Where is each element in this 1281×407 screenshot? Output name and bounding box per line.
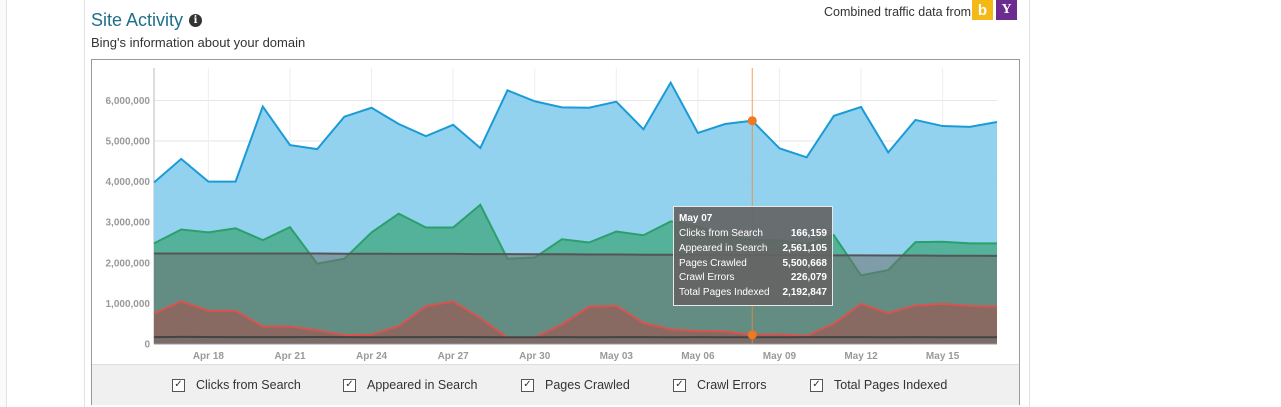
pages-crawled-line: [153, 80, 998, 184]
x-tick-label: Apr 30: [519, 351, 551, 362]
chart-svg: 0 1,000,000 2,000,000 3,000,000 4,000,000 5,0…: [106, 68, 998, 362]
yahoo-logo-icon: Y: [996, 0, 1017, 20]
page-subtitle: Bing's information about your domain: [91, 35, 306, 50]
y-tick-label: 2,000,000: [106, 258, 151, 269]
y-tick-label: 0: [144, 340, 150, 351]
legend-label: Total Pages Indexed: [834, 378, 948, 392]
tooltip-label: Total Pages Indexed: [679, 287, 770, 299]
legend-clicks-from-search[interactable]: ✓ Clicks from Search: [172, 378, 301, 392]
tooltip-row: Total Pages Indexed 2,192,847: [679, 286, 827, 301]
x-tick-label: Apr 24: [356, 351, 388, 362]
x-tick-label: May 03: [600, 351, 634, 362]
title-row: Site Activity i: [91, 10, 203, 31]
tooltip-value: 5,500,668: [782, 257, 828, 269]
left-rail: [0, 0, 7, 407]
panel-border-right: [1029, 0, 1030, 407]
y-tick-label: 3,000,000: [106, 218, 151, 229]
tooltip-value: 2,561,105: [782, 242, 828, 254]
x-tick-label: May 06: [681, 351, 715, 362]
panel-border-left: [84, 0, 85, 407]
legend-label: Appeared in Search: [367, 378, 478, 392]
tooltip-label: Clicks from Search: [679, 228, 763, 239]
legend-crawl-errors[interactable]: ✓ Crawl Errors: [673, 378, 766, 392]
x-tick-label: May 15: [926, 351, 960, 362]
tooltip-label: Appeared in Search: [679, 242, 768, 254]
x-tick-label: Apr 18: [193, 351, 225, 362]
x-tick-label: Apr 21: [274, 351, 306, 362]
legend-total-pages-indexed[interactable]: ✓ Total Pages Indexed: [810, 378, 947, 392]
legend-checkbox[interactable]: ✓: [343, 378, 356, 392]
legend-checkbox[interactable]: ✓: [521, 378, 534, 392]
x-tick-label: May 12: [844, 351, 878, 362]
tooltip-row: Clicks from Search 166,159: [679, 227, 827, 242]
tooltip-row: Appeared in Search 2,561,105: [679, 242, 827, 257]
tooltip-value: 226,079: [790, 272, 827, 284]
info-icon[interactable]: i: [189, 14, 203, 27]
y-tick-label: 6,000,000: [106, 96, 151, 107]
legend-label: Pages Crawled: [545, 378, 630, 392]
bing-logo-icon: b: [972, 0, 993, 20]
clicks-from-search-area: [154, 336, 997, 344]
site-activity-chart: 0 1,000,000 2,000,000 3,000,000 4,000,000 5,0…: [91, 59, 1020, 405]
x-tick-label: Apr 27: [438, 351, 470, 362]
page-title: Site Activity: [91, 10, 184, 30]
legend-checkbox[interactable]: ✓: [172, 378, 185, 392]
legend-checkbox[interactable]: ✓: [673, 378, 686, 392]
tooltip-label: Pages Crawled: [679, 257, 747, 269]
legend-label: Crawl Errors: [697, 378, 767, 392]
y-tick-label: 4,000,000: [106, 177, 151, 188]
tooltip-value: 2,192,847: [782, 287, 828, 299]
x-tick-label: May 09: [763, 351, 797, 362]
highlight-marker: [747, 116, 757, 126]
chart-tooltip: May 07 Clicks from Search 166,159 Appeare…: [673, 206, 833, 306]
legend-appeared-in-search[interactable]: ✓ Appeared in Search: [343, 378, 478, 392]
y-tick-label: 5,000,000: [106, 137, 151, 148]
highlight-marker: [747, 330, 757, 340]
legend-checkbox[interactable]: ✓: [810, 378, 823, 392]
legend-pages-crawled[interactable]: ✓ Pages Crawled: [521, 378, 630, 392]
legend-label: Clicks from Search: [196, 378, 301, 392]
chart-legend: ✓ Clicks from Search ✓ Appeared in Searc…: [92, 364, 1019, 405]
crawl-errors-line: [153, 300, 998, 339]
tooltip-value: 166,159: [790, 228, 827, 239]
crawl-errors-area: [154, 301, 997, 344]
tooltip-row: Pages Crawled 5,500,668: [679, 257, 827, 272]
tooltip-date: May 07: [679, 213, 713, 224]
tooltip-row: Crawl Errors 226,079: [679, 271, 827, 286]
total-pages-indexed-line: [154, 252, 998, 257]
combined-traffic-label: Combined traffic data from: [824, 5, 972, 19]
tooltip-label: Crawl Errors: [679, 272, 735, 284]
y-tick-label: 1,000,000: [106, 299, 151, 310]
